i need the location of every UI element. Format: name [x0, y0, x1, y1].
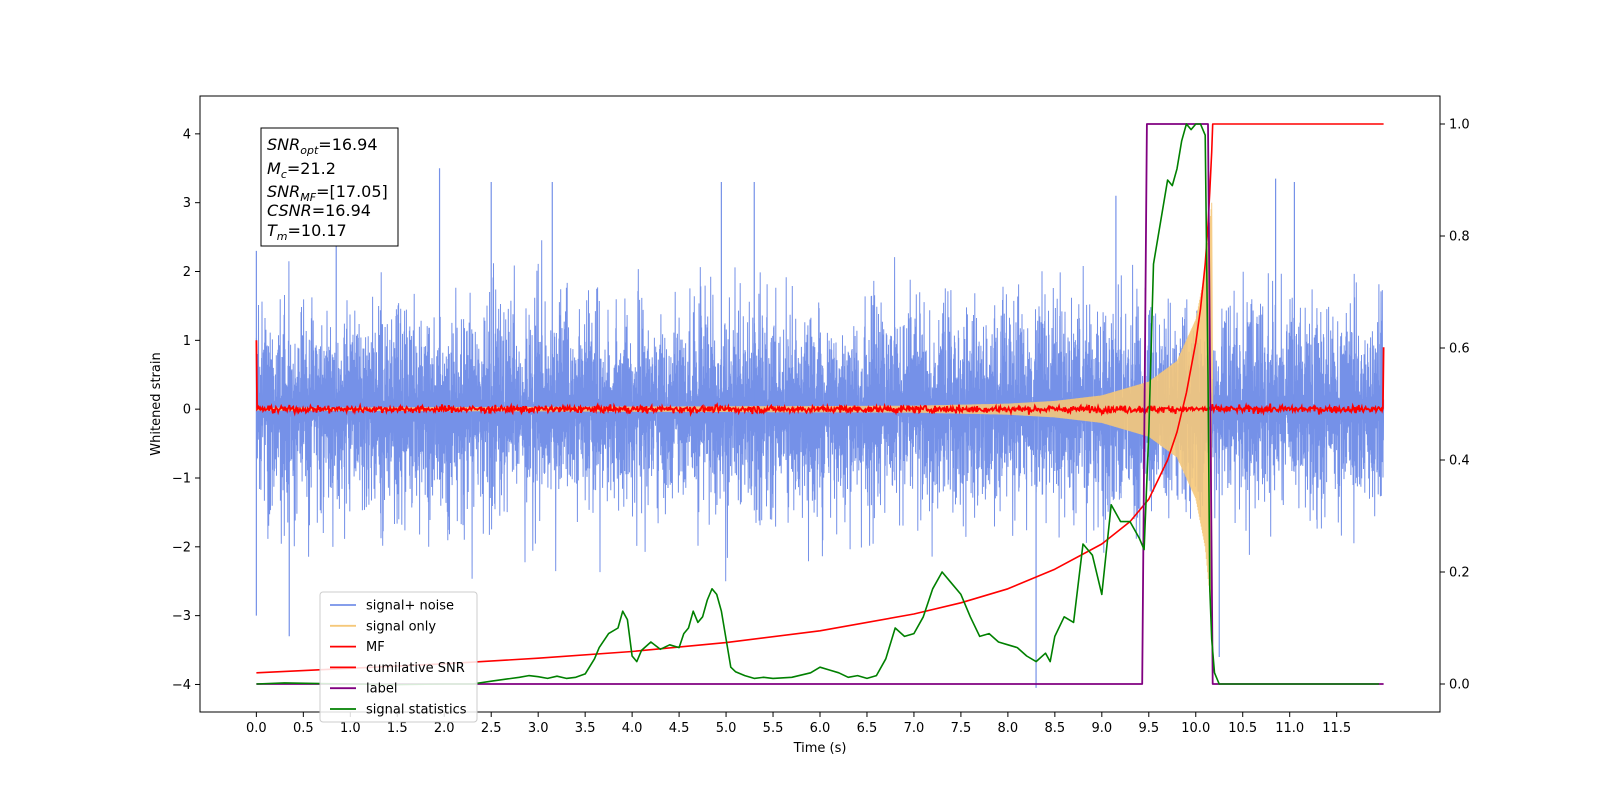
info-snr-mf-var: SNR — [267, 182, 300, 201]
y-right-tick-label: 1.0 — [1449, 118, 1470, 133]
legend-entry: signal only — [330, 619, 436, 634]
x-tick-label: 6.0 — [810, 721, 831, 736]
y-left-tick-label: −3 — [172, 609, 191, 624]
info-box: SNRopt=16.94 Mc=21.2 SNRMF=[17.05] CSNR=… — [260, 127, 399, 247]
x-tick-label: 3.0 — [528, 721, 549, 736]
legend-label: cumilative SNR — [366, 661, 465, 676]
signal-statistics-series — [256, 123, 1379, 686]
info-snr-opt: SNRopt=16.94 — [267, 135, 378, 157]
y-right-tick-label: 0.0 — [1449, 678, 1470, 693]
legend-label: signal only — [366, 619, 436, 634]
legend-entry: signal+ noise — [330, 599, 454, 614]
y-left-tick-label: 2 — [183, 265, 191, 280]
info-snr-mf-val: =[17.05] — [316, 182, 388, 201]
y-left-tick-label: −2 — [172, 540, 191, 555]
y-left-tick-label: −4 — [172, 678, 191, 693]
x-tick-label: 2.5 — [481, 721, 502, 736]
y-left-tick-label: 0 — [183, 403, 191, 418]
x-tick-label: 9.5 — [1138, 721, 1159, 736]
y-left-tick-label: 1 — [183, 334, 191, 349]
x-tick-label: 7.5 — [951, 721, 972, 736]
signal-statistics-line — [256, 123, 1379, 686]
x-tick-label: 9.0 — [1091, 721, 1112, 736]
legend: signal+ noise signal only MF cumilative SNR… — [319, 591, 478, 723]
x-tick-label: 0.5 — [293, 721, 314, 736]
x-tick-label: 5.5 — [763, 721, 784, 736]
legend-label: MF — [366, 640, 385, 655]
info-snr-mf-sub: MF — [300, 191, 316, 204]
x-tick-label: 11.0 — [1275, 721, 1304, 736]
legend-entry: MF — [330, 640, 385, 655]
y-right-tick-label: 0.2 — [1449, 566, 1470, 581]
plot-area — [255, 123, 1385, 688]
y-left-tick-label: 4 — [183, 127, 191, 142]
x-tick-label: 10.5 — [1228, 721, 1257, 736]
y-left-tick-label: −1 — [172, 471, 191, 486]
y-axis-left-label: Whitened strain — [149, 352, 164, 455]
info-csnr: CSNR=16.94 — [267, 201, 371, 220]
info-csnr-val: =16.94 — [312, 201, 371, 220]
legend-entry: label — [330, 682, 397, 697]
x-tick-label: 0.0 — [246, 721, 267, 736]
legend-label: signal+ noise — [366, 599, 454, 614]
x-axis: 0.0 0.5 1.0 1.5 2.0 2.5 3.0 3.5 4.0 4.5 5.0 5.5 6.0 6… — [246, 712, 1351, 736]
x-tick-label: 11.5 — [1322, 721, 1351, 736]
x-tick-label: 8.0 — [998, 721, 1019, 736]
x-tick-label: 5.0 — [716, 721, 737, 736]
info-tm-sub: m — [277, 230, 288, 243]
info-mc-sub: c — [281, 168, 287, 181]
info-box-frame — [260, 127, 399, 247]
info-snr-mf: SNRMF=[17.05] — [267, 182, 388, 204]
info-csnr-var: CSNR — [267, 201, 312, 220]
x-axis-label: Time (s) — [793, 741, 847, 756]
y-axis-left: −4 −3 −2 −1 0 1 2 3 4 — [172, 127, 200, 693]
legend-frame — [319, 591, 478, 723]
mf-line — [255, 340, 1385, 418]
x-tick-label: 10.0 — [1181, 721, 1210, 736]
y-right-tick-label: 0.8 — [1449, 230, 1470, 245]
x-tick-label: 8.5 — [1045, 721, 1066, 736]
x-tick-label: 4.5 — [669, 721, 690, 736]
info-snr-opt-sub: opt — [300, 144, 319, 157]
info-tm-var: T — [267, 221, 278, 240]
legend-entry: signal statistics — [330, 703, 467, 718]
y-right-tick-label: 0.4 — [1449, 454, 1470, 469]
x-tick-label: 7.0 — [904, 721, 925, 736]
legend-label: signal statistics — [366, 703, 467, 718]
info-tm: Tm=10.17 — [267, 221, 347, 243]
x-tick-label: 2.0 — [434, 721, 455, 736]
signal-noise-series — [255, 168, 1385, 688]
x-tick-label: 1.0 — [340, 721, 361, 736]
info-mc-var: M — [267, 159, 281, 178]
info-mc-val: =21.2 — [287, 159, 336, 178]
x-tick-label: 6.5 — [857, 721, 878, 736]
legend-entry: cumilative SNR — [330, 661, 465, 676]
x-tick-label: 4.0 — [622, 721, 643, 736]
info-tm-val: =10.17 — [288, 221, 347, 240]
x-tick-label: 1.5 — [387, 721, 408, 736]
info-snr-opt-var: SNR — [267, 135, 300, 154]
x-tick-label: 3.5 — [575, 721, 596, 736]
y-left-tick-label: 3 — [183, 196, 191, 211]
info-mc: Mc=21.2 — [267, 159, 336, 181]
legend-label: label — [366, 682, 397, 697]
y-right-tick-label: 0.6 — [1449, 342, 1470, 357]
y-axis-right: 0.0 0.2 0.4 0.6 0.8 1.0 — [1440, 118, 1470, 693]
mf-series — [255, 340, 1385, 418]
info-snr-opt-val: =16.94 — [318, 135, 377, 154]
